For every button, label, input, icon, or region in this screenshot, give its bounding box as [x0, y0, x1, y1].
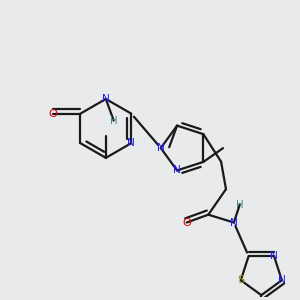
Text: N: N	[102, 94, 110, 104]
Text: N: N	[270, 251, 278, 261]
Text: N: N	[173, 165, 181, 176]
Text: H: H	[110, 116, 117, 126]
Text: O: O	[48, 109, 57, 119]
Text: N: N	[230, 218, 238, 227]
Text: H: H	[236, 200, 244, 210]
Text: S: S	[237, 275, 244, 285]
Text: N: N	[128, 138, 135, 148]
Text: N: N	[278, 275, 286, 285]
Text: O: O	[182, 218, 191, 227]
Text: N: N	[157, 143, 165, 153]
